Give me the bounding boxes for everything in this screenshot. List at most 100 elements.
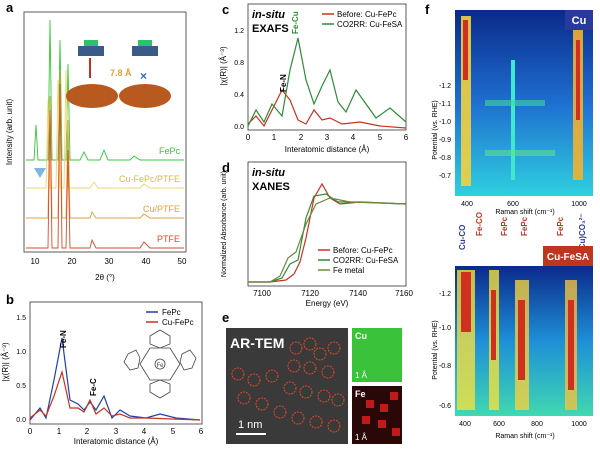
- fe-center-label: Fe: [156, 363, 164, 369]
- tick-label: 4: [351, 133, 356, 142]
- series-before: [248, 182, 407, 283]
- tick-label: 400: [459, 421, 471, 428]
- tick-label: 0.5: [16, 383, 26, 390]
- band-label-fe-co: Fe-CO: [475, 212, 484, 236]
- tem-title: AR-TEM: [230, 335, 284, 351]
- panel-f-letter: f: [425, 2, 430, 17]
- panel-c-ylabel: |χ(R)| (Å⁻³): [219, 46, 228, 86]
- series-fepc: [29, 337, 201, 421]
- panel-c-frame: [247, 3, 407, 131]
- badge-cu-fesa: [543, 246, 593, 266]
- panel-a: a FePc Cu-FePc/PTFE Cu/PTFE PTFE 7.8 Å ×…: [0, 0, 200, 292]
- trace-label-fepc: FePc: [159, 146, 181, 156]
- band-label-cuco3: (Cu)CO₃²⁻: [578, 213, 587, 252]
- tick-label: 1000: [571, 421, 587, 428]
- panel-d-title-2: XANES: [252, 181, 290, 193]
- annotation-fe-n: Fe-N: [59, 330, 68, 348]
- panel-a-letter: a: [6, 0, 14, 15]
- tick-label: -0.8: [439, 155, 451, 162]
- tick-label: 5: [378, 133, 383, 142]
- tick-label: 0: [246, 133, 251, 142]
- tick-label: 7140: [349, 289, 367, 298]
- tick-label: 10: [31, 257, 40, 266]
- panel-d: d in-situ XANES Before: Cu-FePc CO2RR: C…: [210, 158, 415, 308]
- tick-label: -0.8: [439, 363, 451, 370]
- panel-f-bottom-ylabel: Potential (vs. RHE): [432, 320, 439, 380]
- tick-label: 40: [142, 257, 151, 266]
- tick-label: 20: [68, 257, 77, 266]
- tick-label: 7120: [301, 289, 319, 298]
- tick-label: -1.0: [439, 325, 451, 332]
- panel-b-frame: [29, 301, 203, 425]
- panel-d-chart: d in-situ XANES Before: Cu-FePc CO2RR: C…: [221, 160, 413, 308]
- series-co2rr: [247, 37, 407, 127]
- band-label-fepc-2: FePc: [520, 216, 529, 236]
- inset-fe-scale: 1 Å: [355, 433, 368, 442]
- atom-markers: [231, 337, 345, 433]
- tick-label: 2: [299, 133, 304, 142]
- inset-cu-map: [352, 328, 402, 382]
- legend-before: Before: Cu-FePc: [333, 246, 393, 255]
- panel-e-figure: e AR-TEM 1 nm Cu 1 Å Fe 1 Å: [222, 310, 402, 444]
- panel-d-frame: [247, 161, 407, 287]
- series-cu-fepc: [29, 369, 201, 421]
- tick-label: 7100: [253, 289, 271, 298]
- panel-d-ylabel: Normalized Absorbance (arb. unit): [221, 171, 228, 277]
- panel-a-chart: a FePc Cu-FePc/PTFE Cu/PTFE PTFE 7.8 Å ×…: [5, 0, 187, 282]
- panel-f-bottom-xlabel: Raman shift (cm⁻¹): [495, 433, 554, 440]
- legend-before: Before: Cu-FePc: [337, 10, 397, 19]
- band-label-fepc-1: FePc: [500, 216, 509, 236]
- tick-label: 5: [171, 427, 176, 436]
- panel-e-letter: e: [222, 310, 229, 325]
- tick-label: 3: [325, 133, 330, 142]
- trace-label-cu-ptfe: Cu/PTFE: [143, 204, 180, 214]
- trace-ptfe: [26, 83, 184, 249]
- tick-label: 1.2: [234, 28, 244, 35]
- band-label-cu-co: Cu-CO: [458, 225, 467, 250]
- tick-label: -1.2: [439, 83, 451, 90]
- series-co2rr: [248, 193, 407, 283]
- panel-d-letter: d: [222, 160, 230, 175]
- phthalocyanine-structure: [123, 329, 197, 399]
- tick-label: 0.0: [16, 417, 26, 424]
- panel-d-title-1: in-situ: [252, 167, 285, 179]
- tick-label: 1: [272, 133, 277, 142]
- badge-cu-label: Cu: [572, 15, 587, 27]
- panel-e: e AR-TEM 1 nm Cu 1 Å Fe 1 Å: [210, 308, 415, 446]
- panel-a-frame: [23, 11, 187, 253]
- tick-label: 1: [57, 427, 62, 436]
- inset-cu-scale: 1 Å: [355, 371, 368, 380]
- arrow-down-icon: [34, 168, 46, 178]
- trace-label-ptfe: PTFE: [157, 234, 180, 244]
- tick-label: 6: [199, 427, 204, 436]
- distance-label: 7.8 Å: [110, 68, 132, 78]
- tick-label: 6: [404, 133, 409, 142]
- tick-label: 600: [507, 201, 519, 208]
- panel-a-xlabel: 2θ (°): [95, 273, 115, 282]
- series-fe-metal: [248, 197, 407, 283]
- tick-label: -0.9: [439, 137, 451, 144]
- fe-signal-spots: [362, 392, 400, 436]
- annotation-fe-cu: Fe-Cu: [291, 11, 300, 34]
- panel-a-ylabel: Intensity (arb. unit): [5, 99, 14, 166]
- inset-cu-label: Cu: [355, 331, 367, 341]
- panel-c-xlabel: Interatomic distance (Å): [285, 145, 370, 154]
- panel-b-letter: b: [6, 292, 14, 307]
- tick-label: 3: [114, 427, 119, 436]
- panel-f-top-ylabel: Potential (vs. RHE): [432, 100, 439, 160]
- panel-b-ylabel: |χ(R)| (Å⁻³): [1, 342, 10, 382]
- tick-label: 0.4: [234, 92, 244, 99]
- legend-co2rr: CO2RR: Cu-FeSA: [333, 256, 399, 265]
- legend-fe-metal: Fe metal: [333, 266, 364, 275]
- legend-fepc: FePc: [162, 308, 181, 317]
- panel-f: f Cu -1.2 -1.1 -1.0 -0.9 -0.8 -0.7 400 6…: [415, 0, 600, 446]
- tick-label: 0.0: [234, 124, 244, 131]
- series-before: [247, 88, 407, 129]
- tick-label: -1.1: [439, 101, 451, 108]
- tick-label: -0.6: [439, 403, 451, 410]
- tick-label: 4: [142, 427, 147, 436]
- tick-label: 1.5: [16, 315, 26, 322]
- panel-b-chart: b FePc Cu-FePc Fe-N Fe-C Fe 0 1 2 3 4 5 …: [1, 292, 204, 446]
- raman-bands-cu: [461, 16, 583, 186]
- tick-label: 50: [178, 257, 187, 266]
